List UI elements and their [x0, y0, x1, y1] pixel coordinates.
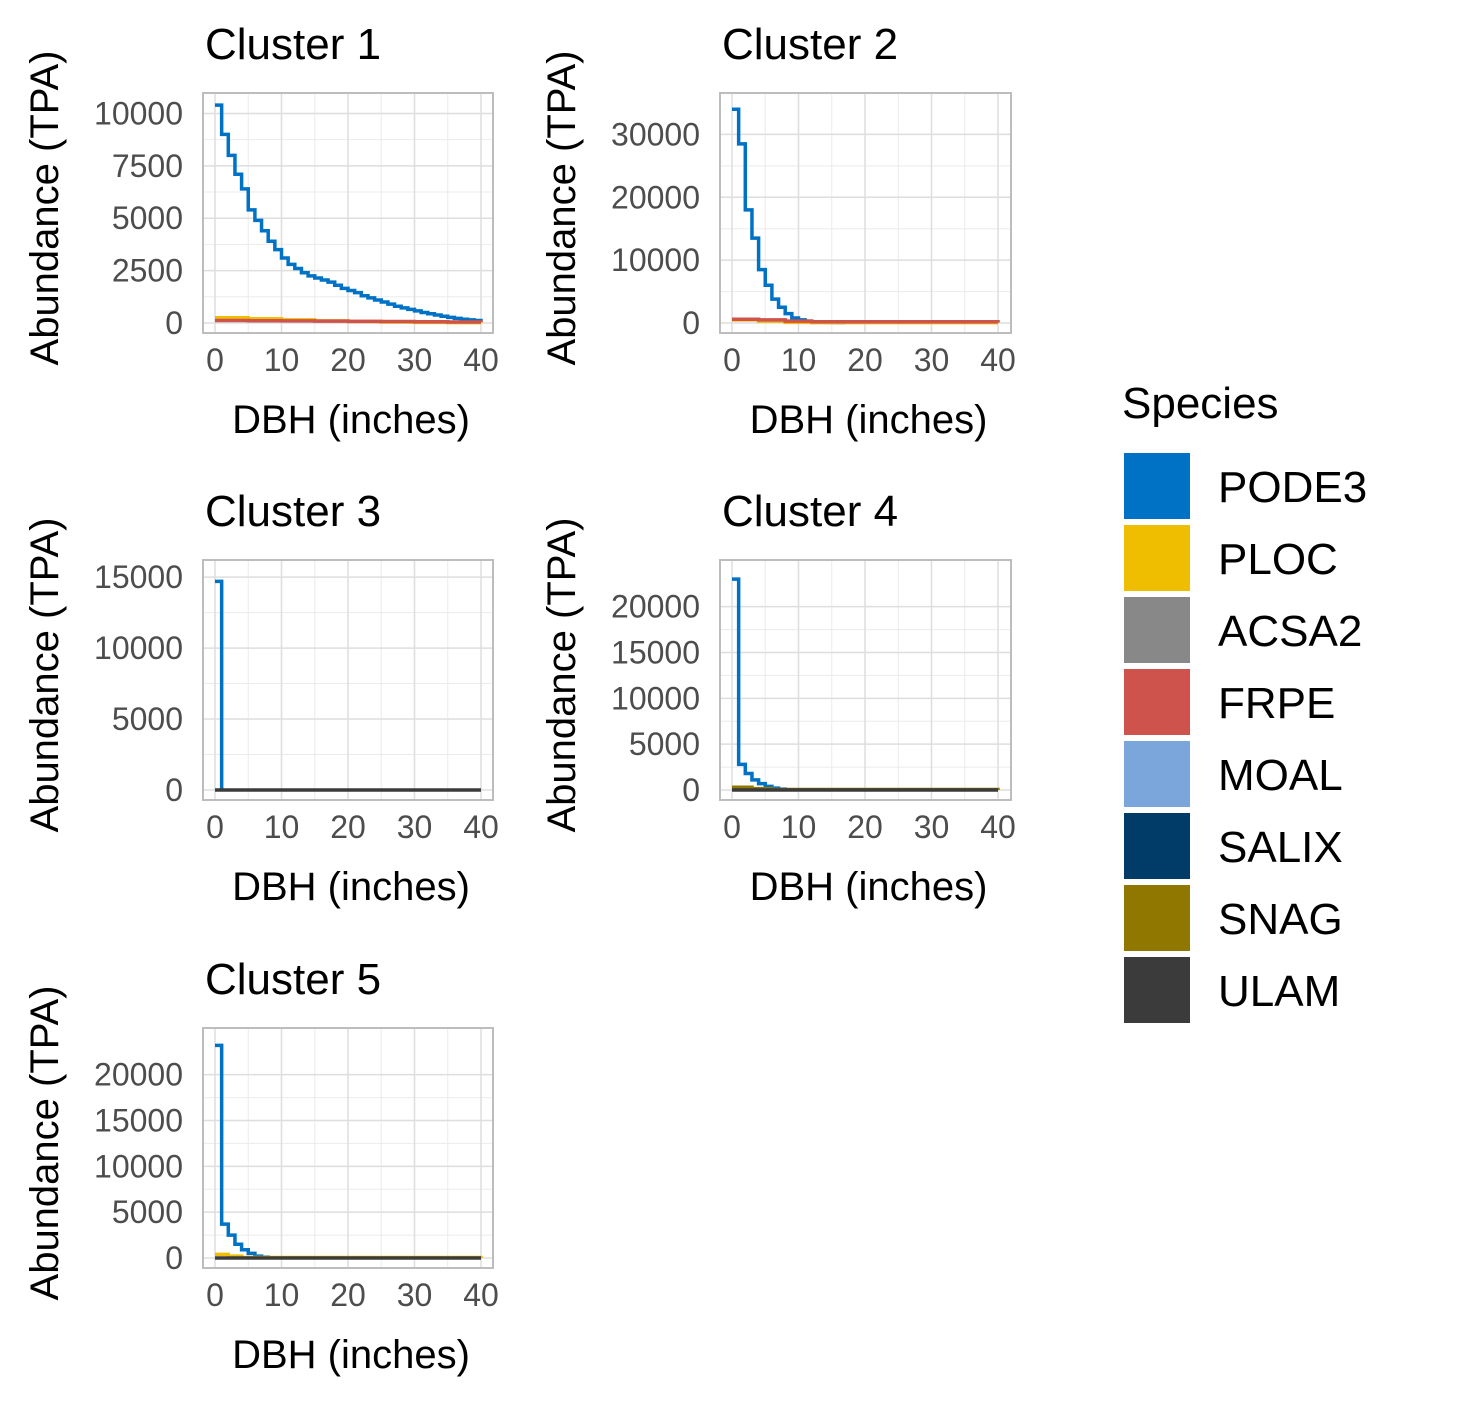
x-tick-label: 30	[397, 342, 433, 378]
x-tick-label: 20	[330, 1277, 366, 1313]
legend-label: ULAM	[1218, 967, 1340, 1016]
cluster-panel-2: 0 10 20 30 40 0 10000 20000 30000 Cluster 2 DBH (i…	[540, 20, 1016, 442]
y-tick-label: 5000	[112, 200, 183, 236]
x-tick-label: 0	[206, 342, 224, 378]
series-line-pode3	[732, 107, 847, 325]
x-axis-title: DBH (inches)	[232, 398, 470, 442]
y-tick-label: 0	[165, 1240, 183, 1276]
legend-label: MOAL	[1218, 751, 1343, 800]
panel-border	[719, 559, 1012, 801]
y-tick-label: 5000	[112, 1194, 183, 1230]
legend-label: PLOC	[1218, 535, 1338, 584]
x-tick-label: 40	[463, 1277, 499, 1313]
y-tick-label: 0	[165, 772, 183, 808]
panel-title: Cluster 1	[205, 20, 381, 69]
legend-key-snag	[1124, 885, 1190, 951]
y-tick-label: 5000	[629, 726, 700, 762]
x-tick-label: 40	[463, 809, 499, 845]
y-tick-label: 20000	[611, 589, 700, 625]
series-line-frpe	[215, 318, 483, 324]
legend-key-salix	[1124, 813, 1190, 879]
y-tick-label: 0	[682, 772, 700, 808]
x-tick-label: 20	[847, 342, 883, 378]
legend-key-ploc	[1124, 525, 1190, 591]
legend-label: SALIX	[1218, 823, 1343, 872]
y-tick-label: 2500	[112, 253, 183, 289]
panel-title: Cluster 5	[205, 955, 381, 1004]
y-tick-label: 20000	[94, 1057, 183, 1093]
x-tick-label: 10	[781, 809, 817, 845]
y-tick-label: 5000	[112, 701, 183, 737]
cluster-panel-1: 0 10 20 30 40 0 2500 5000 7500 10000 Cluster 1 DBH …	[23, 20, 499, 442]
x-tick-label: 40	[980, 342, 1016, 378]
y-axis-title: Abundance (TPA)	[540, 51, 584, 366]
x-tick-label: 0	[206, 1277, 224, 1313]
x-tick-label: 40	[463, 342, 499, 378]
legend-label: PODE3	[1218, 463, 1367, 512]
x-tick-label: 40	[980, 809, 1016, 845]
x-tick-label: 30	[914, 342, 950, 378]
series-line-pode3	[215, 579, 224, 790]
y-tick-label: 20000	[611, 179, 700, 215]
cluster-panel-3: 0 10 20 30 40 0 5000 10000 15000 Cluster 3 DBH (in…	[23, 487, 499, 909]
legend-key-acsa2	[1124, 597, 1190, 663]
legend-label: FRPE	[1218, 679, 1335, 728]
series-line-frpe	[732, 317, 1000, 324]
y-axis-title: Abundance (TPA)	[23, 51, 67, 366]
x-tick-label: 0	[206, 809, 224, 845]
x-tick-label: 30	[397, 1277, 433, 1313]
series-line-pode3	[732, 577, 787, 791]
panel-title: Cluster 4	[722, 487, 898, 536]
y-tick-label: 10000	[94, 95, 183, 131]
series-line-pode3	[215, 103, 483, 323]
x-tick-label: 20	[330, 809, 366, 845]
x-tick-label: 10	[264, 342, 300, 378]
y-axis-title: Abundance (TPA)	[23, 986, 67, 1301]
y-tick-label: 10000	[94, 1148, 183, 1184]
x-axis-title: DBH (inches)	[232, 1333, 470, 1377]
legend-key-ulam	[1124, 957, 1190, 1023]
y-tick-label: 10000	[94, 630, 183, 666]
y-axis-title: Abundance (TPA)	[540, 518, 584, 833]
x-tick-label: 10	[781, 342, 817, 378]
y-tick-label: 10000	[611, 242, 700, 278]
legend: Species PODE3 PLOC ACSA2 FRPE MOAL SALIX SNAG UL…	[1122, 379, 1367, 1023]
x-tick-label: 0	[723, 809, 741, 845]
y-tick-label: 0	[165, 305, 183, 341]
y-tick-label: 15000	[611, 635, 700, 671]
x-tick-label: 10	[264, 1277, 300, 1313]
y-tick-label: 7500	[112, 148, 183, 184]
legend-key-pode3	[1124, 453, 1190, 519]
x-tick-label: 20	[330, 342, 366, 378]
legend-label: SNAG	[1218, 895, 1343, 944]
panel-border	[202, 559, 494, 801]
cluster-panel-5: 0 10 20 30 40 0 5000 10000 15000 20000 Cluster 5 DB…	[23, 955, 499, 1377]
y-tick-label: 30000	[611, 116, 700, 152]
y-tick-label: 10000	[611, 680, 700, 716]
legend-key-moal	[1124, 741, 1190, 807]
panel-title: Cluster 2	[722, 20, 898, 69]
x-tick-label: 20	[847, 809, 883, 845]
legend-label: ACSA2	[1218, 607, 1362, 656]
panel-border	[202, 92, 494, 334]
legend-title: Species	[1122, 379, 1279, 428]
y-tick-label: 15000	[94, 1103, 183, 1139]
y-tick-label: 0	[682, 305, 700, 341]
y-axis-title: Abundance (TPA)	[23, 518, 67, 833]
panel-title: Cluster 3	[205, 487, 381, 536]
x-tick-label: 30	[397, 809, 433, 845]
x-tick-label: 30	[914, 809, 950, 845]
x-axis-title: DBH (inches)	[232, 865, 470, 909]
series-line-pode3	[215, 1043, 270, 1259]
y-tick-label: 15000	[94, 559, 183, 595]
panel-border	[202, 1027, 494, 1269]
x-tick-label: 10	[264, 809, 300, 845]
cluster-panel-4: 0 10 20 30 40 0 5000 10000 15000 20000 Cluster 4 DB…	[540, 487, 1016, 909]
x-tick-label: 0	[723, 342, 741, 378]
panel-border	[719, 92, 1012, 334]
legend-key-frpe	[1124, 669, 1190, 735]
x-axis-title: DBH (inches)	[750, 865, 988, 909]
x-axis-title: DBH (inches)	[750, 398, 988, 442]
